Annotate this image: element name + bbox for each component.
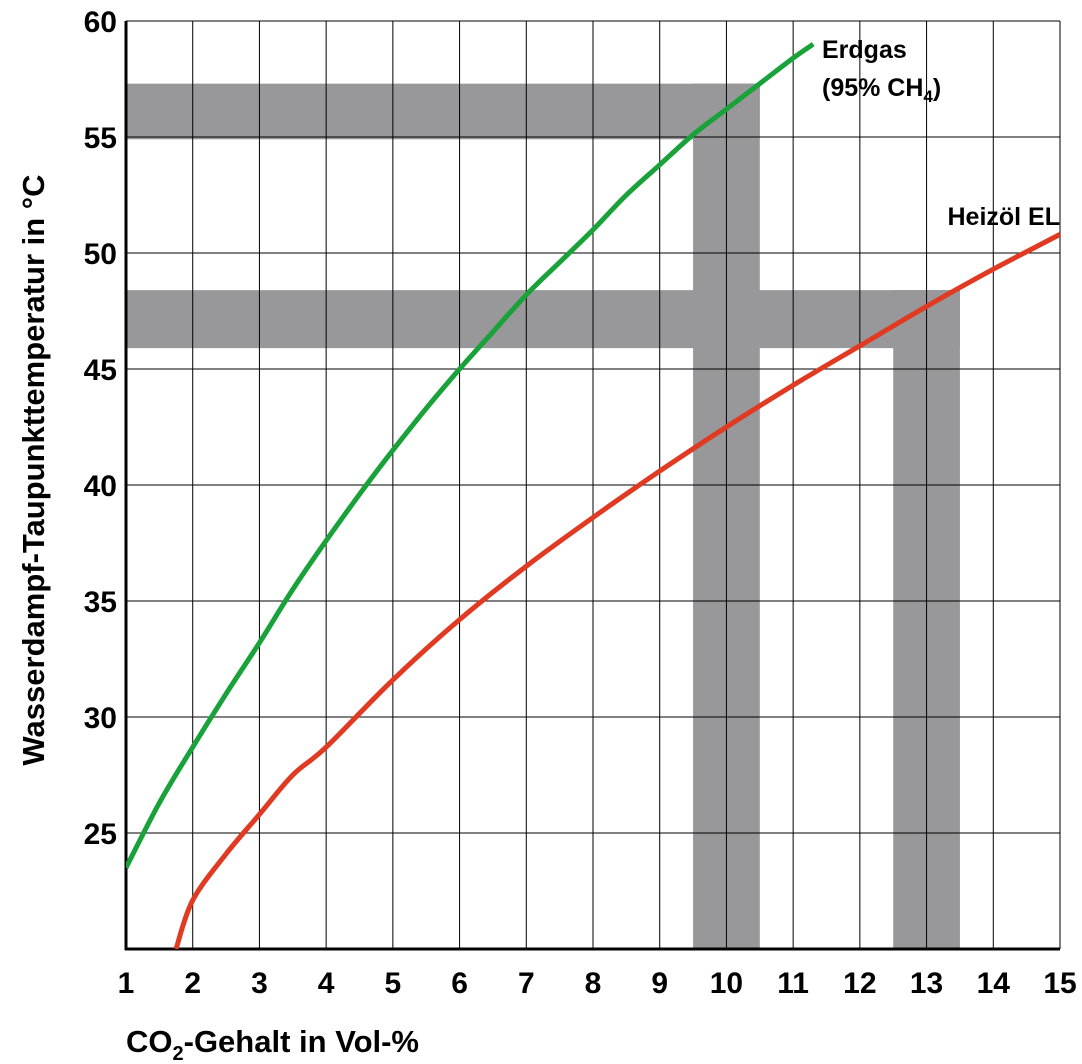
series-label-heizoel-el: Heizöl EL — [947, 203, 1060, 231]
y-tick-label-30: 30 — [84, 702, 117, 735]
x-axis-title-sub: 2 — [173, 1043, 184, 1064]
x-tick-label-15: 15 — [1043, 967, 1076, 1000]
x-tick-label-3: 3 — [251, 967, 268, 1000]
series-lines — [126, 42, 1060, 949]
y-tick-label-25: 25 — [84, 818, 117, 851]
series-label-erdgas-detail: (95% CH4) — [822, 74, 941, 106]
x-tick-label-9: 9 — [651, 967, 668, 1000]
x-tick-label-11: 11 — [777, 967, 809, 1000]
highlight-bands — [126, 83, 960, 949]
x-tick-label-2: 2 — [184, 967, 201, 1000]
x-tick-label-8: 8 — [585, 967, 602, 1000]
x-axis-title-post: -Gehalt in Vol-% — [184, 1024, 419, 1059]
y-tick-label-35: 35 — [84, 586, 117, 619]
x-tick-label-12: 12 — [843, 967, 876, 1000]
y-tick-label-40: 40 — [84, 470, 117, 503]
series-label-erdgas-detail-sub: 4 — [923, 87, 933, 106]
x-tick-label-13: 13 — [910, 967, 943, 1000]
y-tick-label-50: 50 — [84, 238, 117, 271]
x-tick-label-10: 10 — [710, 967, 743, 1000]
series-line-heiz-l-el — [173, 232, 1060, 949]
x-tick-label-5: 5 — [385, 967, 402, 1000]
series-line-erdgas — [126, 42, 815, 869]
band-horizontal-1 — [126, 83, 760, 140]
series-label-erdgas: Erdgas — [822, 36, 907, 64]
x-axis-title: CO2-Gehalt in Vol-% — [126, 1024, 419, 1064]
x-tick-label-7: 7 — [518, 967, 535, 1000]
y-axis-title: Wasserdampf-Taupunkttemperatur in °C — [16, 174, 51, 765]
y-tick-label-55: 55 — [84, 122, 117, 155]
x-tick-label-6: 6 — [451, 967, 468, 1000]
x-tick-label-1: 1 — [118, 967, 135, 1000]
x-tick-label-4: 4 — [318, 967, 335, 1000]
series-label-erdgas-detail-close: ) — [933, 74, 941, 102]
grid-lines — [125, 20, 1061, 949]
series-labels: Erdgas (95% CH4) Heizöl EL — [822, 36, 1060, 231]
y-tick-labels: 25 30 35 40 45 50 55 60 — [84, 6, 117, 851]
x-axis-title-pre: CO — [126, 1024, 173, 1059]
y-tick-label-45: 45 — [84, 354, 117, 387]
axes — [124, 21, 1060, 951]
series-label-erdgas-detail-main: (95% CH — [822, 74, 923, 102]
band-horizontal-3 — [126, 290, 960, 349]
x-tick-label-14: 14 — [977, 967, 1011, 1000]
x-tick-labels: 1 2 3 4 5 6 7 8 9 10 11 12 13 14 15 — [118, 967, 1077, 1000]
y-tick-label-60: 60 — [84, 6, 117, 39]
